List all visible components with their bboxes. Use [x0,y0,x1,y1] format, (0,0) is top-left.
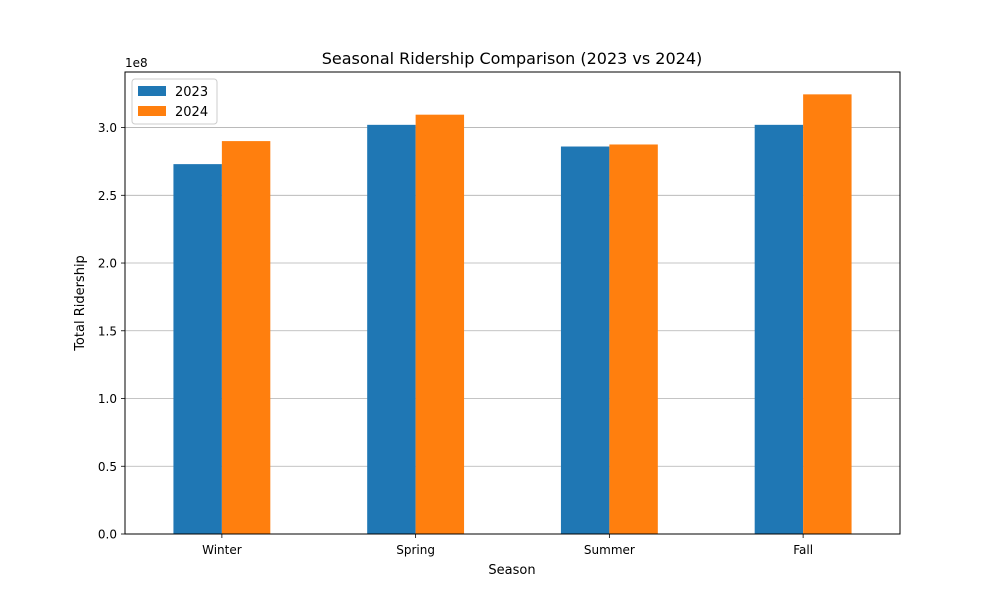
bar-2024-fall [803,94,852,535]
bar-2023-winter [173,164,222,534]
y-axis-multiplier: 1e8 [125,56,148,70]
x-tick-label: Spring [396,543,435,557]
x-axis-label: Season [488,563,535,578]
bar-2023-fall [754,124,804,534]
bar-2023-spring [367,124,416,534]
x-tick-label: Winter [202,543,242,557]
y-tick-label: 0.5 [98,460,117,474]
y-tick-label: 3.0 [98,121,117,135]
legend: 2023 2024 [131,78,218,125]
legend-label-2023: 2023 [175,85,208,100]
plot-frame [124,71,901,535]
y-tick-label: 2.0 [98,257,117,271]
bar-2024-spring [415,114,465,534]
y-tick-label: 1.5 [98,324,117,338]
y-tick-label: 1.0 [98,392,117,406]
y-axis-label: Total Ridership [73,255,88,352]
y-axis: 0.0 0.5 1.0 1.5 2.0 2.5 3.0 [98,121,125,542]
x-tick-label: Fall [793,543,813,557]
bars-group [173,94,852,535]
bar-2024-winter [221,141,271,534]
bar-2023-summer [560,146,610,535]
y-tick-label: 0.0 [98,528,117,542]
legend-swatch-2024 [138,106,166,116]
legend-swatch-2023 [138,86,166,96]
y-tick-label: 2.5 [98,189,117,203]
bar-2024-summer [609,144,658,534]
legend-label-2024: 2024 [175,105,208,120]
x-tick-label: Summer [584,543,635,557]
chart-title: Seasonal Ridership Comparison (2023 vs 2… [322,49,703,68]
x-axis: Winter Spring Summer Fall [202,534,813,557]
